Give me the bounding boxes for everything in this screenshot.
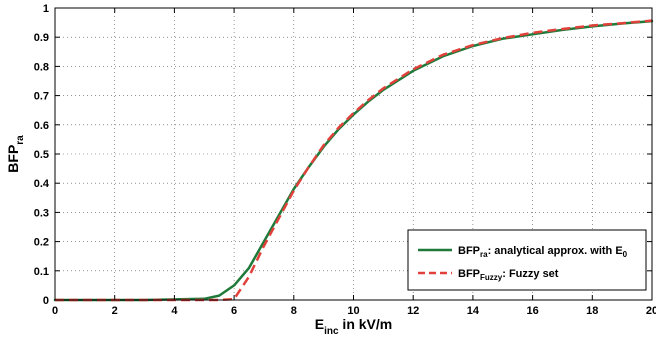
y-tick-label: 0.3 xyxy=(34,207,49,219)
legend-entry-fuzzy: BFPFuzzy: Fuzzy set xyxy=(458,268,559,282)
axis-ticks: 0 2 4 6 8 10 12 14 16 18 20 0 0.1 0.2 0.3 0.4 0.5 0.6 0.7 0… xyxy=(34,3,656,317)
x-tick-label: 0 xyxy=(52,305,58,317)
grid xyxy=(55,8,652,300)
x-tick-label: 16 xyxy=(526,305,538,317)
y-tick-label: 0.8 xyxy=(34,61,49,73)
y-tick-label: 1 xyxy=(43,3,49,15)
x-tick-label: 10 xyxy=(347,305,359,317)
y-tick-label: 0 xyxy=(43,295,49,307)
x-tick-label: 20 xyxy=(646,305,656,317)
y-tick-label: 0.6 xyxy=(34,120,49,132)
x-tick-label: 18 xyxy=(586,305,598,317)
legend: BFPra: analytical approx. with E0 BFPFuz… xyxy=(407,229,647,291)
x-tick-label: 14 xyxy=(467,305,480,317)
y-tick-label: 0.9 xyxy=(34,32,49,44)
x-tick-label: 12 xyxy=(407,305,419,317)
x-axis-title: Einc in kV/m xyxy=(315,316,392,337)
y-tick-label: 0.1 xyxy=(34,266,49,278)
x-tick-label: 8 xyxy=(291,305,297,317)
legend-entry-analytical: BFPra: analytical approx. with E0 xyxy=(458,245,628,259)
legend-box xyxy=(407,229,647,291)
x-tick-label: 2 xyxy=(112,305,118,317)
y-tick-label: 0.5 xyxy=(34,149,49,161)
x-tick-label: 6 xyxy=(231,305,237,317)
y-axis-title: BFPra xyxy=(5,135,26,173)
y-tick-label: 0.2 xyxy=(34,237,49,249)
y-tick-label: 0.7 xyxy=(34,91,49,103)
y-tick-label: 0.4 xyxy=(34,178,50,190)
x-tick-label: 4 xyxy=(171,305,178,317)
